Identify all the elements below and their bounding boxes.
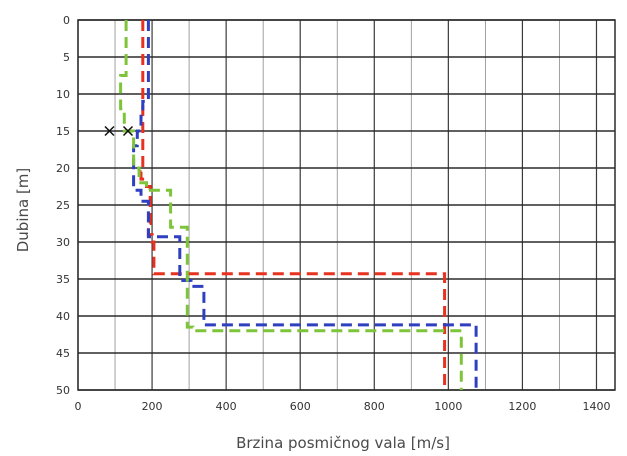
- grid: [78, 20, 615, 390]
- y-tick-label: 35: [56, 273, 70, 286]
- x-tick-label: 1000: [434, 400, 462, 413]
- y-tick-label: 45: [56, 347, 70, 360]
- y-tick-label: 30: [56, 236, 70, 249]
- y-tick-label: 10: [56, 88, 70, 101]
- y-tick-label: 50: [56, 384, 70, 397]
- y-tick-label: 15: [56, 125, 70, 138]
- x-tick-label: 600: [290, 400, 311, 413]
- y-tick-label: 20: [56, 162, 70, 175]
- x-axis-title: Brzina posmičnog vala [m/s]: [236, 434, 450, 452]
- y-axis-title: Dubina [m]: [14, 168, 32, 253]
- y-tick-label: 5: [63, 51, 70, 64]
- y-tick-label: 0: [63, 14, 70, 27]
- x-tick-label: 400: [216, 400, 237, 413]
- x-tick-label: 800: [364, 400, 385, 413]
- y-tick-label: 40: [56, 310, 70, 323]
- y-tick-label: 25: [56, 199, 70, 212]
- x-tick-label: 0: [75, 400, 82, 413]
- x-tick-label: 200: [142, 400, 163, 413]
- x-tick-label: 1400: [582, 400, 610, 413]
- x-tick-label: 1200: [508, 400, 536, 413]
